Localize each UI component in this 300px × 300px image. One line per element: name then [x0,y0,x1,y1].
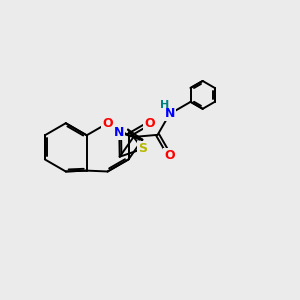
Text: N: N [114,126,124,139]
Text: O: O [144,117,155,130]
Text: H: H [160,100,169,110]
Text: N: N [164,107,175,120]
Text: O: O [164,149,175,162]
Text: O: O [102,117,113,130]
Text: S: S [138,142,147,155]
